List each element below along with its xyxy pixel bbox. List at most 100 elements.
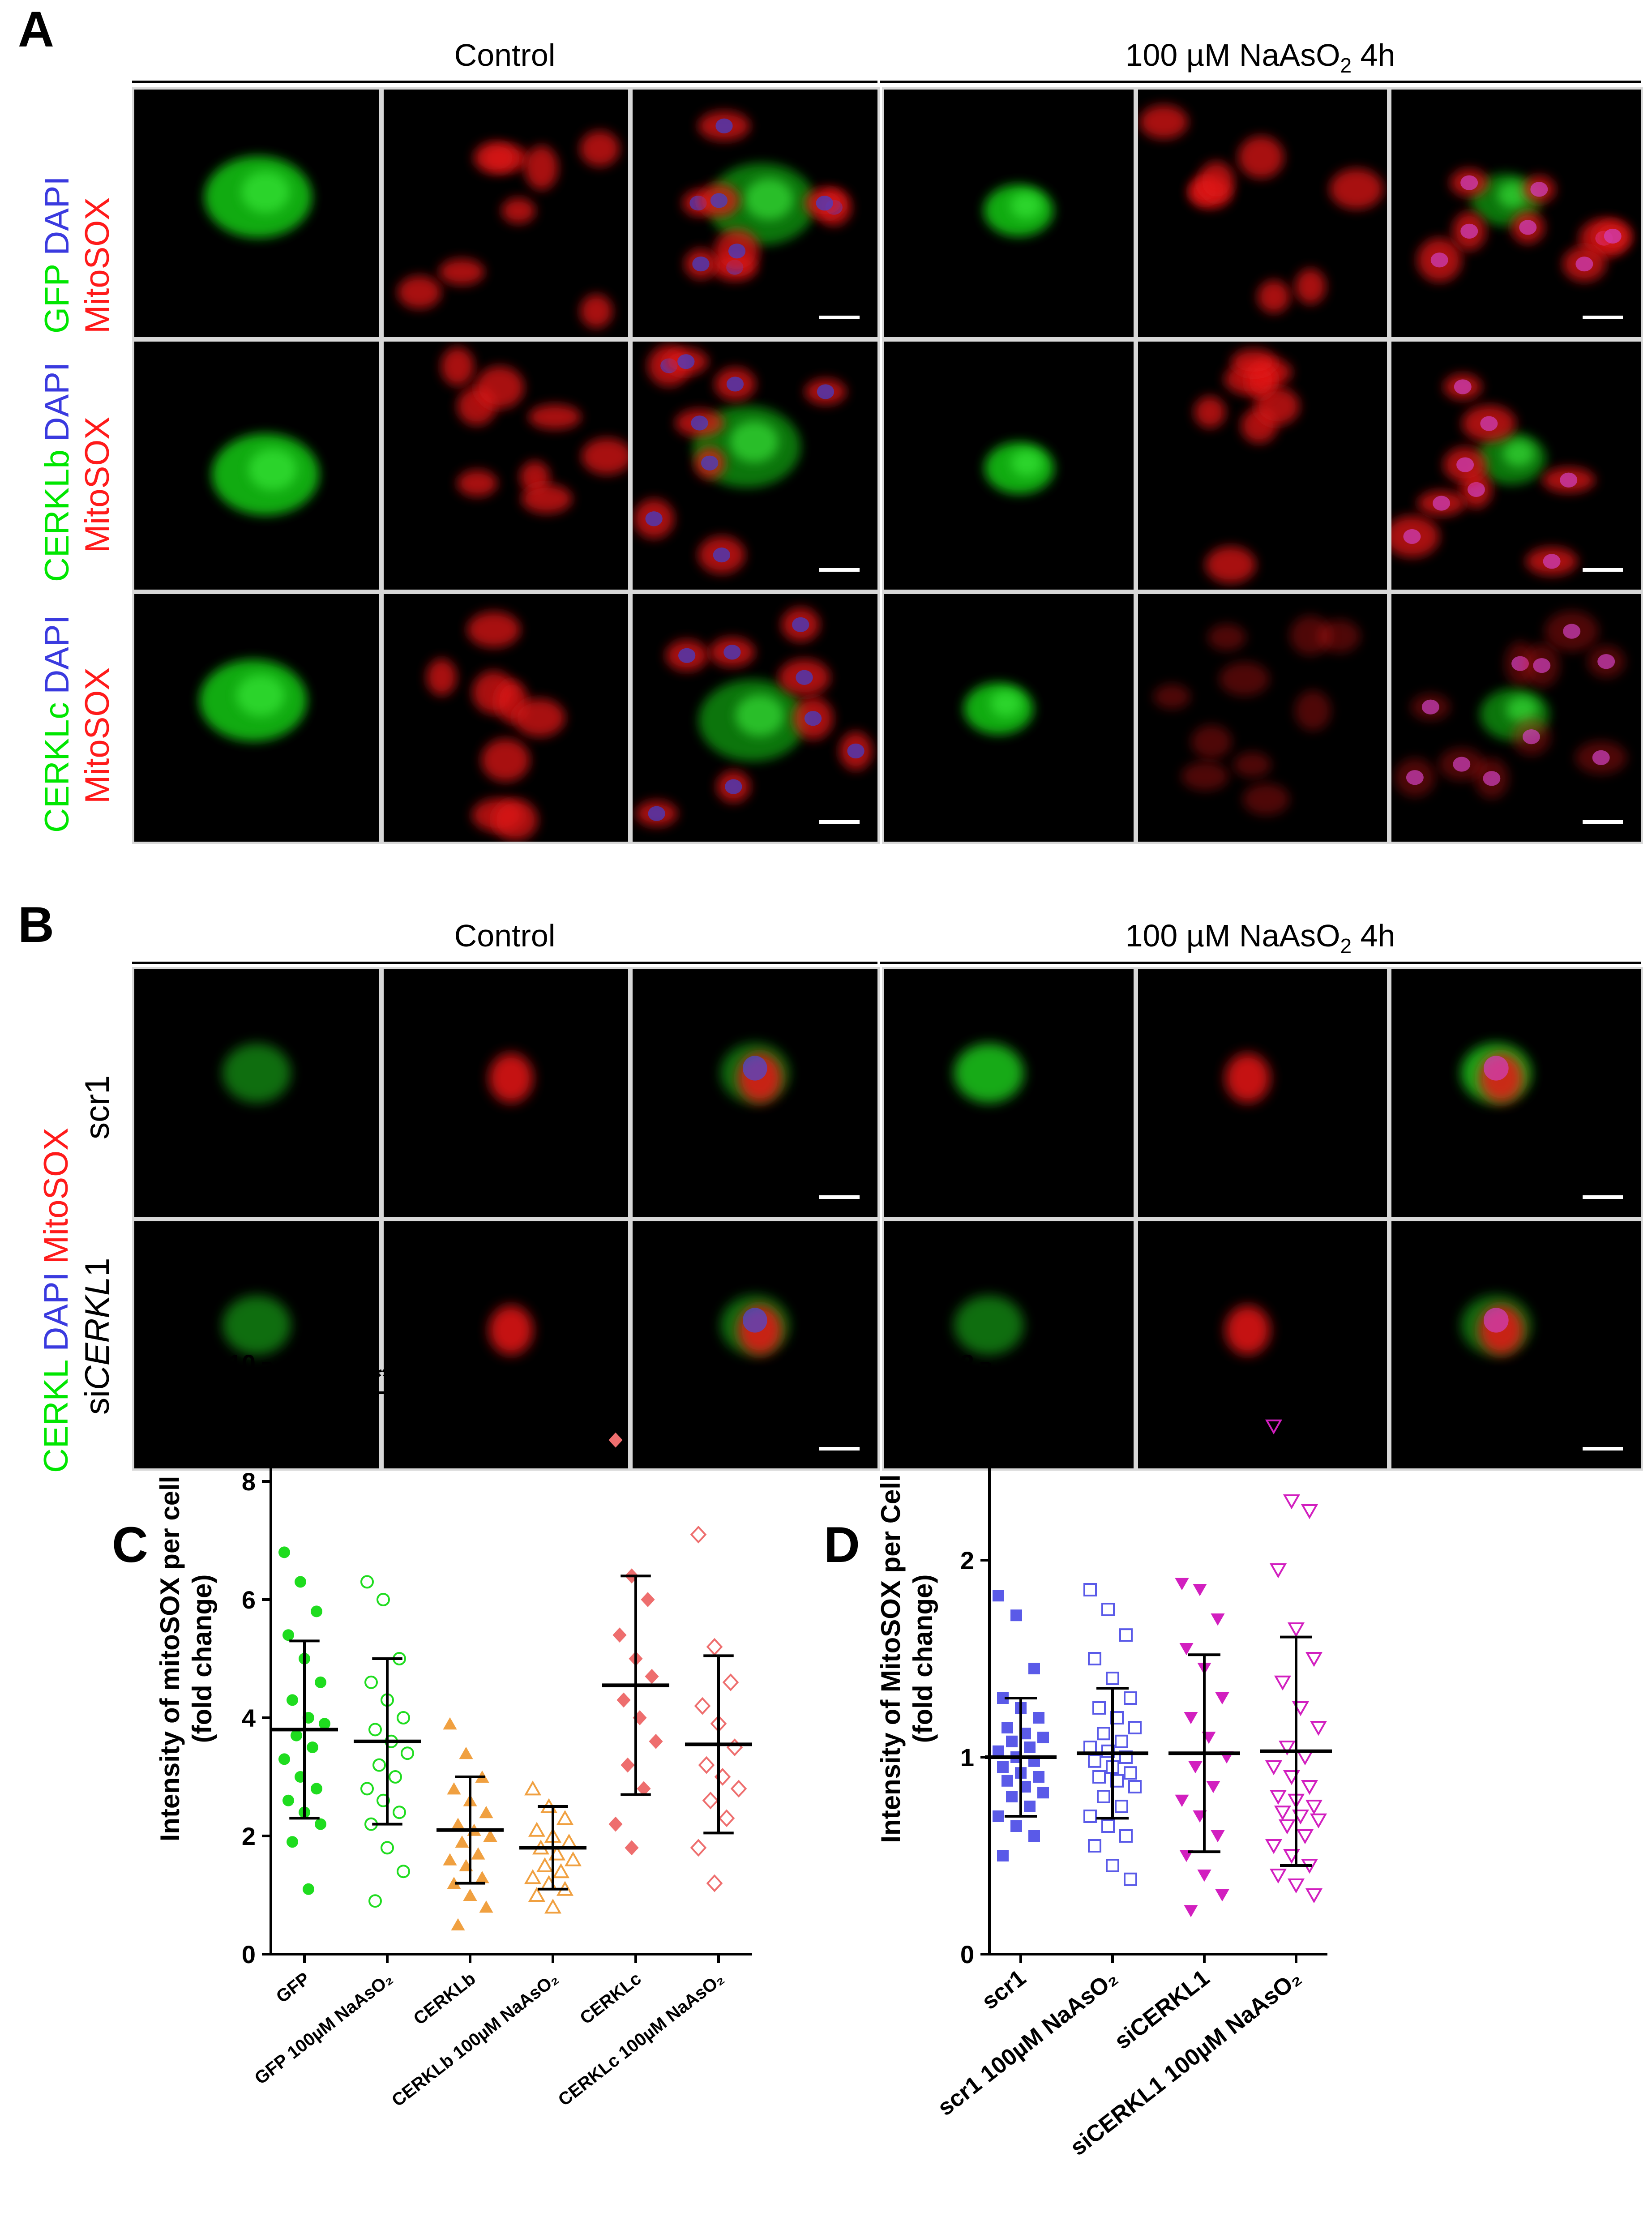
micrograph-r1-c3: [1389, 87, 1643, 340]
panel-a-row3-label-red: MitoSOX: [78, 667, 116, 804]
data-point: [698, 1756, 715, 1774]
micrograph-r1-c1: [132, 87, 381, 340]
scale-bar: [819, 820, 860, 824]
micrograph-r2-c1: [132, 1219, 381, 1471]
data-point: [1028, 1663, 1040, 1674]
data-point: [364, 1675, 378, 1689]
data-point: [475, 1871, 489, 1883]
x-tick-label: scr1 100µM NaAsO₂: [933, 1965, 1123, 2121]
data-point: [1215, 1889, 1229, 1902]
data-point: [1269, 1563, 1287, 1579]
scale-bar: [819, 316, 860, 320]
scale-bar: [1583, 316, 1623, 320]
data-point: [536, 1857, 554, 1872]
significance-label: ***: [372, 1361, 403, 1391]
data-point: [311, 1605, 322, 1617]
scale-bar: [819, 1195, 860, 1199]
data-point: [1310, 1813, 1327, 1829]
data-point: [1106, 1859, 1119, 1872]
panel-label-c: C: [112, 1517, 148, 1573]
data-point: [544, 1899, 562, 1914]
data-point: [1033, 1771, 1044, 1783]
data-point: [397, 1865, 410, 1878]
panel-a-row1-label: GFPDAPI: [38, 176, 76, 334]
data-point: [368, 1723, 382, 1737]
data-point: [633, 1710, 647, 1725]
panel-b-control-header: Control: [454, 918, 556, 953]
data-point: [1305, 1652, 1323, 1667]
micrograph-r1-c1: [132, 967, 381, 1219]
data-point: [564, 1851, 582, 1866]
data-point: [1037, 1787, 1049, 1799]
data-point: [1083, 1741, 1097, 1754]
data-point: [1310, 1721, 1327, 1736]
panel-b-rowlabel-stain: CERKLDAPIMitoSOX: [37, 1128, 75, 1473]
scale-bar: [1583, 1447, 1623, 1451]
data-point: [315, 1676, 326, 1688]
data-point: [1128, 1780, 1142, 1793]
data-point: [1024, 1801, 1036, 1812]
data-point: [993, 1745, 1004, 1757]
data-point: [393, 1806, 406, 1819]
data-point: [524, 1869, 542, 1884]
data-point: [1193, 1584, 1207, 1596]
data-point: [389, 1770, 402, 1784]
micrograph-r1-c2: [381, 87, 631, 340]
data-point: [1010, 1609, 1022, 1622]
data-point: [459, 1746, 473, 1759]
data-point: [997, 1850, 1009, 1861]
data-point: [1006, 1735, 1018, 1747]
data-point: [1274, 1806, 1292, 1821]
data-point: [319, 1718, 330, 1730]
data-point: [1088, 1754, 1101, 1768]
data-point: [1211, 1613, 1225, 1626]
data-point: [1006, 1791, 1018, 1802]
data-point: [722, 1673, 739, 1691]
data-point: [524, 1780, 542, 1796]
x-tick-label: GFP: [273, 1968, 314, 2007]
data-point: [1115, 1734, 1128, 1748]
data-point: [1278, 1819, 1296, 1835]
micrograph-r2-c1: [882, 339, 1136, 592]
data-point: [282, 1794, 294, 1806]
panel-a-row1-label-red: MitoSOX: [78, 197, 116, 334]
data-point: [1283, 1494, 1301, 1510]
panel-b-row1-label: scr1: [78, 1075, 116, 1139]
data-point: [1083, 1583, 1097, 1596]
data-point: [1287, 1878, 1305, 1894]
x-tick-label: CERKLc: [576, 1968, 645, 2028]
data-point: [1037, 1732, 1049, 1743]
significance-label: ****: [449, 1409, 491, 1439]
x-tick-label: CERKLb 100µM NaAsO₂: [388, 1968, 562, 2110]
data-point: [447, 1782, 461, 1795]
micrograph-r2-c2: [1135, 339, 1390, 592]
micrograph-r3-c3: [1389, 591, 1643, 844]
micrograph-r3-c3: [630, 591, 880, 844]
data-point: [1296, 1750, 1314, 1766]
data-point: [1106, 1672, 1119, 1685]
data-point: [377, 1593, 390, 1606]
data-point: [1179, 1643, 1194, 1656]
data-point: [368, 1894, 382, 1908]
data-point: [451, 1918, 465, 1930]
data-point: [625, 1840, 639, 1856]
micrograph-r1-c3: [630, 967, 880, 1219]
data-point: [1296, 1829, 1314, 1844]
panel-b-control-rule: [132, 962, 877, 964]
panel-a-treatment-header: 100 µM NaAsO2 4h: [1125, 38, 1395, 77]
data-point: [303, 1883, 314, 1895]
data-point: [1278, 1741, 1296, 1756]
data-point: [1115, 1800, 1128, 1813]
data-point: [621, 1757, 635, 1773]
data-point: [381, 1841, 394, 1855]
panel-a-control-grid: [132, 87, 880, 844]
data-point: [1269, 1790, 1287, 1805]
data-point: [730, 1780, 747, 1798]
data-point: [1206, 1781, 1220, 1793]
data-point: [278, 1753, 290, 1765]
y-tick-label: 1: [960, 1743, 974, 1771]
data-point: [1287, 1622, 1305, 1638]
data-point: [993, 1810, 1004, 1822]
y-tick-label: 6: [242, 1586, 256, 1614]
